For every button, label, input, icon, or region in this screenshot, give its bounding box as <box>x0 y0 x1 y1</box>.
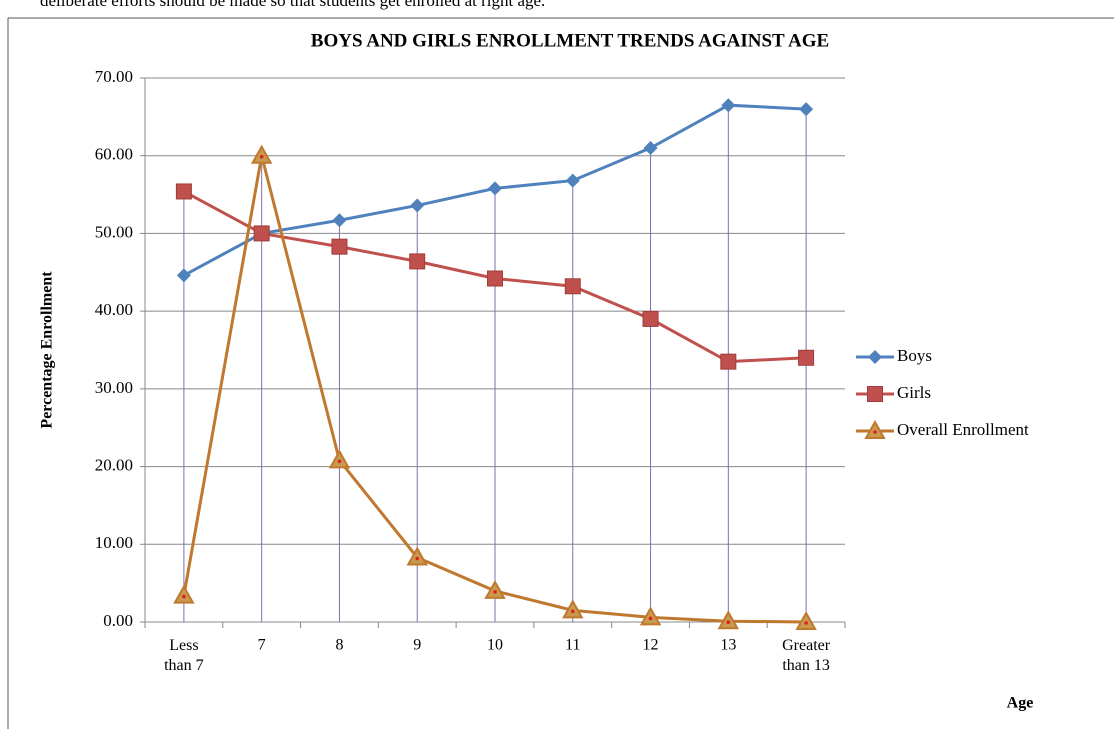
x-tick-label: 11 <box>565 637 580 654</box>
triangle-dot <box>804 621 808 625</box>
legend-marker <box>867 386 883 402</box>
data-point <box>176 268 191 283</box>
chart-title: BOYS AND GIRLS ENROLLMENT TRENDS AGAINST… <box>311 30 829 51</box>
triangle-dot <box>873 430 877 434</box>
triangle <box>250 144 273 164</box>
x-axis-label: Age <box>1007 695 1034 712</box>
y-tick-label: 0.00 <box>103 611 133 630</box>
y-tick-label: 50.00 <box>95 222 133 241</box>
data-point <box>642 310 659 327</box>
data-point <box>795 610 817 630</box>
data-point <box>565 173 580 188</box>
data-point <box>562 599 584 619</box>
triangle <box>562 599 584 619</box>
data-point <box>175 183 192 200</box>
data-point <box>564 278 581 295</box>
triangle-dot <box>259 154 264 159</box>
y-axis-label: Percentage Enrollment <box>39 271 56 429</box>
triangle <box>795 610 817 630</box>
triangle <box>173 584 195 604</box>
data-point <box>484 579 506 599</box>
triangle-dot <box>493 590 497 594</box>
legend-label: Girls <box>897 383 931 402</box>
x-tick-label: 10 <box>487 637 503 654</box>
triangle <box>639 606 662 626</box>
data-point <box>406 546 428 566</box>
document-text: deliberate efforts should be made so tha… <box>40 0 545 10</box>
y-tick-label: 40.00 <box>95 300 133 319</box>
data-point <box>173 584 195 604</box>
x-tick-label: 8 <box>335 637 343 654</box>
data-point <box>720 353 737 370</box>
data-point <box>639 606 662 626</box>
x-tick-label: 9 <box>413 637 421 654</box>
y-tick-label: 20.00 <box>95 455 133 474</box>
triangle-dot <box>648 616 653 621</box>
y-tick-label: 10.00 <box>95 533 133 552</box>
triangle-dot <box>726 620 731 625</box>
legend-label: Boys <box>897 346 932 365</box>
triangle <box>406 546 428 566</box>
triangle <box>484 579 506 599</box>
data-point <box>409 253 426 270</box>
data-point <box>410 198 425 213</box>
triangle <box>328 449 351 469</box>
data-point <box>717 610 740 630</box>
data-point <box>643 140 658 155</box>
y-tick-label: 60.00 <box>95 145 133 164</box>
triangle <box>864 419 886 439</box>
data-point <box>250 144 273 164</box>
data-point <box>328 449 351 469</box>
data-point <box>331 238 348 255</box>
x-tick-label: Greater than 13 <box>782 637 831 674</box>
data-point <box>488 181 502 196</box>
triangle-dot <box>570 609 575 614</box>
x-tick-label: 7 <box>258 637 266 654</box>
triangle-dot <box>337 459 342 464</box>
data-point <box>799 102 814 117</box>
triangle-dot <box>415 556 420 561</box>
data-point <box>332 213 347 228</box>
data-point <box>487 270 503 287</box>
y-tick-label: 30.00 <box>95 378 133 397</box>
legend-marker <box>864 419 886 439</box>
data-point <box>721 98 736 113</box>
legend-marker <box>868 350 882 364</box>
x-tick-label: 12 <box>643 637 659 654</box>
data-point <box>253 225 270 242</box>
x-tick-label: Less than 7 <box>164 637 204 674</box>
triangle <box>717 610 740 630</box>
triangle-dot <box>182 594 186 599</box>
y-tick-label: 70.00 <box>95 67 133 86</box>
x-tick-label: 13 <box>720 637 736 654</box>
data-point <box>798 349 815 366</box>
legend-label: Overall Enrollment <box>897 420 1029 439</box>
